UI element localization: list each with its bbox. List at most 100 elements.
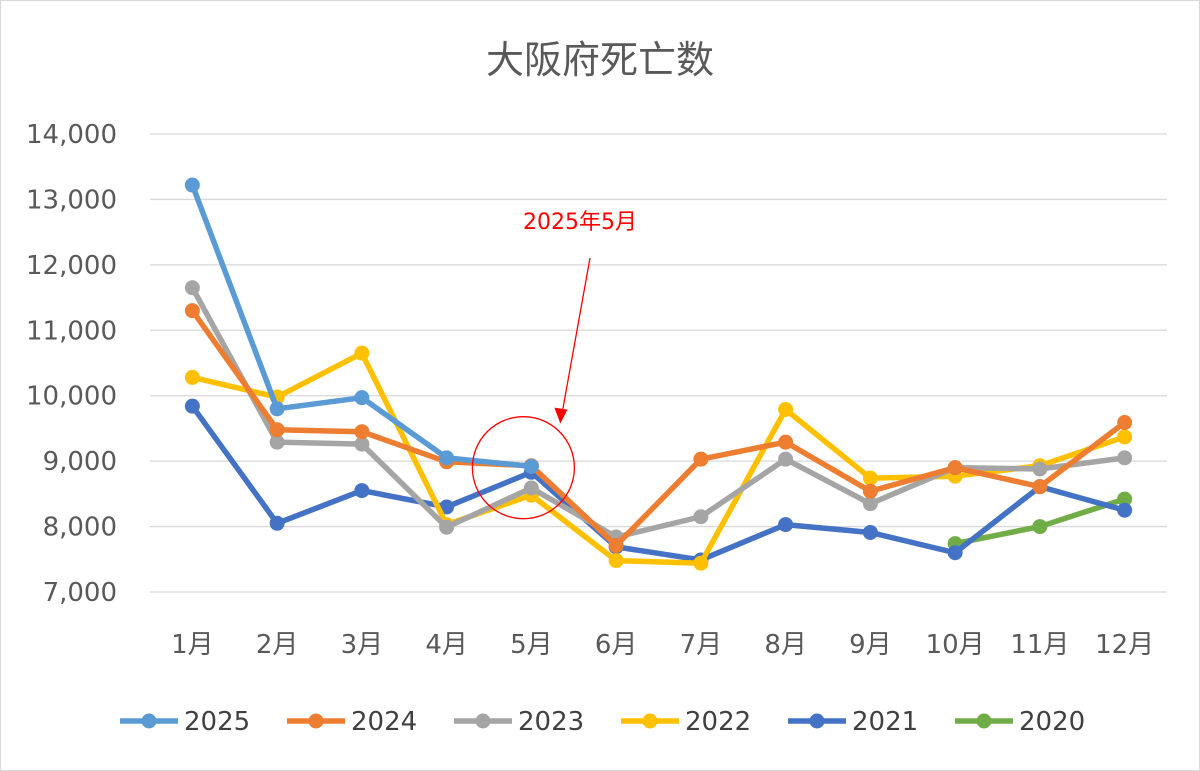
series-line-2021 xyxy=(190,404,1126,563)
data-point xyxy=(184,398,200,414)
data-point xyxy=(1032,479,1048,495)
series-2021 xyxy=(184,398,1133,568)
x-tick-label: 11月 xyxy=(1010,630,1069,660)
data-point xyxy=(693,509,709,525)
legend-label: 2023 xyxy=(518,707,584,737)
series-2024 xyxy=(184,303,1133,554)
annotation-arrow xyxy=(561,257,591,412)
data-point xyxy=(523,458,539,474)
legend-label: 2022 xyxy=(685,707,751,737)
legend-label: 2025 xyxy=(184,707,250,737)
legend-swatch-marker xyxy=(141,713,157,729)
x-tick-label: 4月 xyxy=(425,630,468,660)
data-point xyxy=(693,451,709,467)
y-axis-ticks: 7,000 8,000 9,000 10,000 11,000 12,000 13,000 1… xyxy=(26,120,117,608)
legend-item-2021: 2021 xyxy=(788,707,918,737)
x-tick-label: 7月 xyxy=(680,630,723,660)
data-point xyxy=(354,436,370,452)
series-line-2023 xyxy=(189,286,1125,540)
x-tick-label: 6月 xyxy=(595,630,638,660)
data-point xyxy=(354,345,370,361)
legend-item-2020: 2020 xyxy=(955,707,1085,737)
data-point xyxy=(778,451,794,467)
x-tick-label: 1月 xyxy=(171,630,214,660)
chart-title: 大阪府死亡数 xyxy=(486,38,714,82)
data-point xyxy=(608,553,624,569)
series-group xyxy=(184,177,1133,571)
series-line-2022 xyxy=(191,350,1126,566)
y-tick-label: 13,000 xyxy=(26,185,117,215)
data-point xyxy=(439,499,455,515)
x-tick-label: 5月 xyxy=(510,630,553,660)
data-point xyxy=(778,434,794,450)
x-tick-label: 8月 xyxy=(764,630,807,660)
legend-label: 2020 xyxy=(1019,707,1085,737)
legend: 2025 2024 2023 2022 2021 2020 xyxy=(120,707,1085,737)
y-tick-label: 7,000 xyxy=(43,578,117,608)
data-point xyxy=(1032,519,1048,535)
x-tick-label: 2月 xyxy=(256,630,299,660)
data-point xyxy=(354,424,370,440)
data-point xyxy=(693,555,709,571)
series-2025 xyxy=(184,177,539,474)
annotation-label: 2025年5月 xyxy=(523,210,637,235)
data-point xyxy=(947,460,963,476)
legend-label: 2024 xyxy=(351,707,417,737)
series-line-2024 xyxy=(190,309,1127,549)
data-point xyxy=(1032,461,1048,477)
data-point xyxy=(862,496,878,512)
legend-swatch-marker xyxy=(475,713,491,729)
y-tick-label: 14,000 xyxy=(26,120,117,150)
data-point xyxy=(354,390,370,406)
data-point xyxy=(778,401,794,417)
data-point xyxy=(354,483,370,499)
legend-label: 2021 xyxy=(852,707,918,737)
series-line-2025 xyxy=(189,184,532,470)
data-point xyxy=(862,483,878,499)
x-tick-label: 10月 xyxy=(926,630,985,660)
legend-item-2023: 2023 xyxy=(454,707,584,737)
data-point xyxy=(184,280,200,296)
data-point xyxy=(1117,502,1133,518)
legend-item-2024: 2024 xyxy=(287,707,417,737)
y-tick-label: 12,000 xyxy=(26,251,117,281)
y-tick-label: 10,000 xyxy=(26,382,117,412)
data-point xyxy=(862,524,878,540)
data-point xyxy=(1117,491,1133,507)
x-tick-label: 3月 xyxy=(341,630,384,660)
annotation-arrowhead xyxy=(554,407,568,424)
data-point xyxy=(269,401,285,417)
data-point xyxy=(1117,429,1133,445)
y-tick-label: 9,000 xyxy=(43,447,117,477)
legend-swatch-marker xyxy=(976,713,992,729)
data-point xyxy=(778,517,794,533)
legend-item-2022: 2022 xyxy=(621,707,751,737)
x-axis-ticks: 1月 2月 3月 4月 5月 6月 7月 8月 9月 10月 11月 12月 xyxy=(171,630,1154,660)
legend-item-2025: 2025 xyxy=(120,707,250,737)
data-point xyxy=(439,450,455,466)
data-point xyxy=(947,545,963,561)
data-point xyxy=(608,538,624,554)
legend-swatch-marker xyxy=(809,713,825,729)
y-tick-label: 8,000 xyxy=(43,513,117,543)
data-point xyxy=(269,515,285,531)
grid-lines xyxy=(150,133,1167,593)
data-point xyxy=(1117,450,1133,466)
annotation-group: 2025年5月 xyxy=(471,210,637,520)
data-point xyxy=(269,434,285,450)
data-point xyxy=(1117,415,1133,431)
x-tick-label: 12月 xyxy=(1095,630,1154,660)
y-tick-label: 11,000 xyxy=(26,316,117,346)
data-point xyxy=(862,470,878,486)
data-point xyxy=(523,480,539,496)
data-point xyxy=(439,519,455,535)
data-point xyxy=(184,177,200,193)
legend-swatch-marker xyxy=(642,713,658,729)
data-point xyxy=(184,369,200,385)
data-point xyxy=(269,422,285,438)
series-2020 xyxy=(947,491,1133,552)
legend-swatch-marker xyxy=(308,713,324,729)
x-tick-label: 9月 xyxy=(849,630,892,660)
